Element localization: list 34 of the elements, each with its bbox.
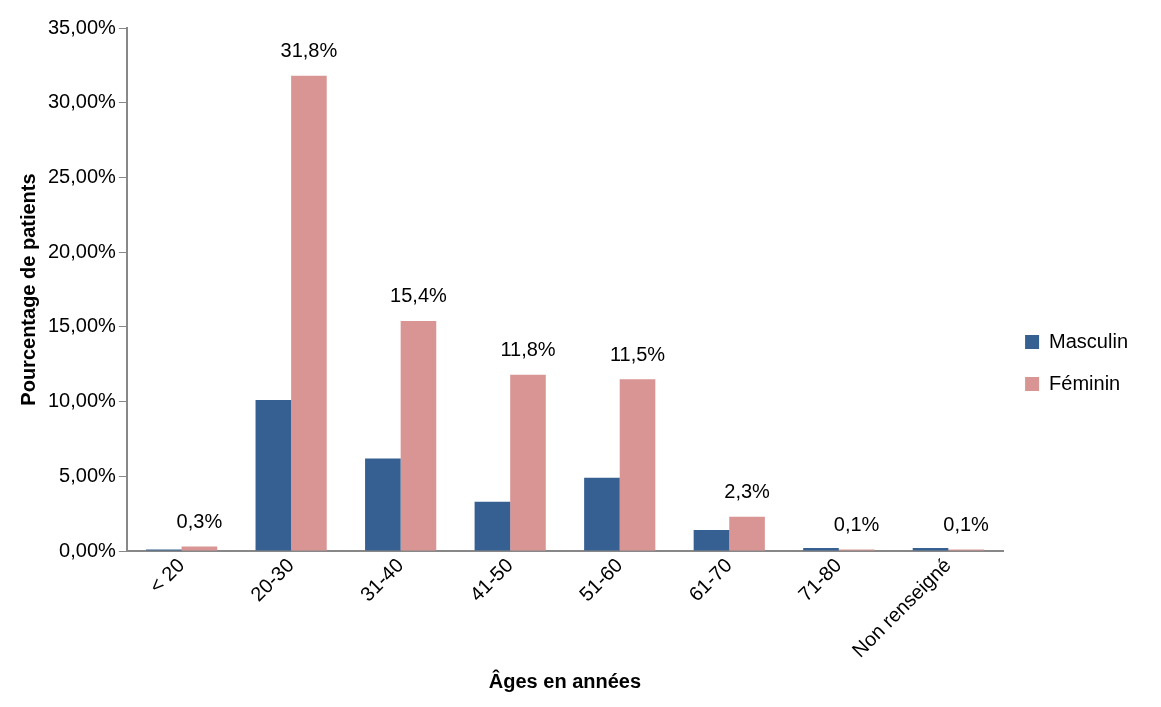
y-tick-label: 30,00%: [47, 90, 117, 113]
data-label: 0,1%: [833, 513, 880, 536]
bar: [255, 400, 292, 551]
legend-label: Masculin: [1049, 329, 1129, 352]
y-tick-label: 10,00%: [47, 389, 117, 412]
bar: [400, 320, 437, 551]
bar: [181, 546, 218, 551]
bar: [474, 501, 511, 551]
x-axis-title: Âges en années: [488, 668, 642, 692]
y-axis-title: Pourcentage de patients: [16, 173, 39, 406]
bar: [619, 379, 656, 551]
data-label: 31,8%: [280, 39, 338, 62]
legend-label: Féminin: [1049, 371, 1121, 394]
y-tick-label: 25,00%: [47, 164, 117, 187]
bar: [912, 548, 949, 551]
y-tick-label: 20,00%: [47, 239, 117, 262]
bar: [584, 477, 620, 551]
data-label: 2,3%: [724, 480, 771, 503]
data-label: 11,8%: [500, 338, 556, 361]
bar: [510, 374, 546, 551]
bar: [365, 458, 401, 551]
data-label: 15,4%: [390, 284, 448, 307]
y-tick-label: 35,00%: [47, 15, 117, 38]
x-tick-label: < 20: [144, 553, 189, 598]
bar: [693, 530, 730, 551]
data-label: 0,1%: [943, 513, 990, 536]
bar: [803, 548, 839, 551]
y-tick-label: 15,00%: [47, 314, 117, 337]
data-label: 0,3%: [176, 510, 223, 533]
bar: [729, 516, 765, 551]
data-label: 11,5%: [609, 342, 666, 365]
y-tick-label: 0,00%: [59, 538, 117, 561]
bar: [291, 75, 327, 551]
y-tick-label: 5,00%: [59, 463, 117, 486]
